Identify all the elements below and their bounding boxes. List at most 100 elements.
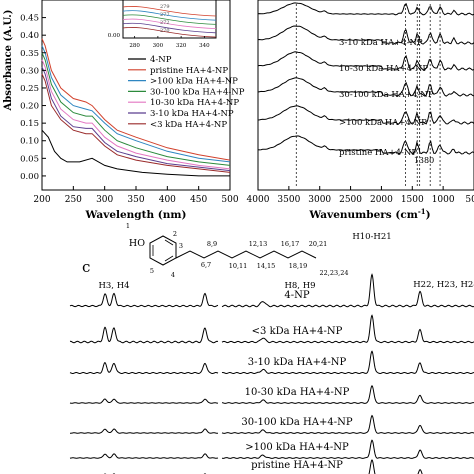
inset-x-ticks: 280 300 320 340 (129, 36, 210, 49)
spectrum-b-label-0: 3-10 kDa HA+4-NP (339, 38, 423, 48)
sample-label-c-5: >100 kDa HA+4-NP (245, 442, 349, 453)
inset-line-3 (122, 18, 217, 29)
spectrum-b-label-4: pristine HA+4-NP (339, 148, 417, 158)
spectrum-c-right-5 (221, 439, 474, 459)
sample-label-c-2: 3-10 kDa HA+4-NP (248, 357, 347, 368)
x-tick-label-b: 1500 (401, 195, 424, 205)
legend-label-a-2: >100 kDa HA+4-NP (150, 77, 238, 87)
series-line-a-2 (41, 45, 231, 163)
y-tick-label-a: 0.20 (20, 102, 39, 112)
spectrum-c-left-2 (69, 361, 219, 375)
sample-label-c-1: <3 kDa HA+4-NP (252, 326, 343, 337)
panel-a-x-ticks: 200 250 300 350 400 450 500 (33, 186, 239, 205)
inset-labels: 279 277 272 270 (160, 4, 170, 34)
chemical-structure: HO 123456,78,910,1112,1314,1516,1718,192… (126, 222, 349, 279)
structure-number: 12,13 (249, 240, 268, 248)
panel-b-frame (257, 0, 474, 191)
inset-line-0 (122, 6, 217, 17)
series-line-a-5 (41, 66, 231, 172)
series-line-a-4 (41, 59, 231, 170)
spectrum-b-label-3: >100 kDa HA+4-NP (339, 118, 427, 128)
spectrum-c-left-5 (69, 453, 219, 459)
panel-b-xlabel: Wavenumbers (cm-1) (308, 207, 430, 221)
inset-x-tick-label: 300 (153, 43, 164, 49)
spectrum-c-right-2 (221, 350, 474, 374)
x-tick-label-b: 2000 (370, 195, 393, 205)
structure-number: 18,19 (289, 262, 308, 270)
xlabel-b-sup: -1 (418, 207, 426, 216)
spectrum-b-top (257, 2, 474, 16)
series-line-a-6 (41, 73, 231, 173)
y-tick-label-a: 0.45 (20, 14, 39, 24)
inset-peak-label: 272 (160, 20, 170, 26)
panel-c-label: c (82, 258, 90, 276)
spectrum-c-left-3 (69, 398, 219, 404)
panel-a-inset: 279 277 272 270 280 300 320 340 0.00 (108, 0, 217, 49)
spectrum-b-label-1: 10-30 kDa HA+4-NP (339, 64, 428, 74)
spectrum-b-2 (257, 77, 474, 97)
spectrum-c-left-0 (69, 292, 219, 308)
panel-c-sample-labels: 4-NP <3 kDa HA+4-NP 3-10 kDa HA+4-NP 10-30 … (241, 290, 352, 471)
y-tick-label-a: 0.25 (20, 84, 39, 94)
y-tick-label-a: 0.05 (20, 154, 39, 164)
spectrum-c-right-1 (221, 314, 474, 344)
x-tick-label-b: 3500 (277, 195, 300, 205)
x-tick-label-a: 450 (190, 195, 207, 205)
legend-label-a-4: 10-30 kDa HA+4-NP (150, 98, 239, 108)
y-tick-label-a: 0.15 (20, 119, 39, 129)
spectrum-c-left-4 (70, 428, 218, 434)
ring-inner-bond-1 (164, 239, 174, 246)
inset-peak-label: 270 (160, 28, 170, 34)
structure-number: 6,7 (201, 261, 211, 269)
oh-label: HO (129, 238, 145, 249)
sample-label-c-6: pristine HA+4-NP (251, 460, 343, 471)
panel-a-series (41, 38, 231, 177)
alkyl-chain (175, 250, 317, 259)
peak-label: H10-H21 (352, 232, 391, 242)
x-tick-label-a: 400 (159, 195, 176, 205)
series-line-a-1 (41, 38, 231, 161)
y-tick-label-a: 0.30 (20, 66, 39, 76)
sample-label-c-0: 4-NP (284, 290, 309, 301)
panel-c: c HO 123456,78,910,1112,1314,1516,1718,1… (69, 222, 474, 474)
ring-inner-bond-2 (164, 255, 174, 262)
panel-a: 200 250 300 350 400 450 500 0.000.050.100.150.… (3, 0, 245, 221)
structure-number: 1 (126, 222, 130, 230)
structure-number: 16,17 (281, 240, 300, 248)
inset-lines (122, 6, 217, 38)
x-tick-label-a: 350 (127, 195, 144, 205)
inset-line-1 (122, 10, 217, 21)
peak-labels: H3, H4 H8, H9 H10-H21 H22, H23, H24 (98, 232, 474, 291)
panel-b-series: 3-10 kDa HA+4-NP 10-30 kDa HA+4-NP 30-100 … (257, 2, 474, 158)
x-tick-label-b: 1000 (432, 195, 455, 205)
spectrum-b-3 (257, 105, 474, 125)
structure-number: 14,15 (257, 262, 276, 270)
y-tick-label-a: 0.00 (20, 172, 39, 182)
spectrum-b-label-2: 30-100 kDa HA+4-NP (339, 90, 434, 100)
spectrum-c-left-1 (69, 326, 219, 344)
x-tick-label-b: 4000 (247, 195, 270, 205)
peak-label: H8, H9 (284, 281, 315, 291)
y-tick-label-a: 0.10 (20, 137, 39, 147)
structure-numbers: 123456,78,910,1112,1314,1516,1718,1920,2… (126, 222, 349, 279)
y-tick-label-a: 0.40 (20, 31, 39, 41)
spectrum-c-right-3 (221, 384, 474, 404)
panel-b: 3-10 kDa HA+4-NP 10-30 kDa HA+4-NP 30-100 … (247, 0, 474, 221)
x-tick-label-a: 200 (33, 195, 50, 205)
panel-c-spectra (69, 273, 474, 474)
legend-label-a-5: 3-10 kDa HA+4-NP (150, 109, 234, 119)
series-line-a-0 (41, 129, 230, 177)
spectrum-b-0 (257, 25, 474, 45)
inset-frame (122, 0, 217, 39)
spectrum-b-4 (257, 135, 474, 155)
inset-x-tick-label: 280 (129, 43, 140, 49)
legend-label-a-1: pristine HA+4-NP (150, 66, 228, 76)
sample-label-c-3: 10-30 kDa HA+4-NP (245, 387, 350, 398)
sample-label-c-4: 30-100 kDa HA+4-NP (241, 417, 352, 428)
panel-b-x-ticks: 4000 3500 3000 2500 2000 1500 1000 500 (247, 186, 474, 205)
x-tick-label-a: 500 (221, 195, 238, 205)
spectrum-b-1 (257, 51, 474, 71)
panel-a-ylabel: Absorbance (A.U.) (3, 10, 14, 112)
